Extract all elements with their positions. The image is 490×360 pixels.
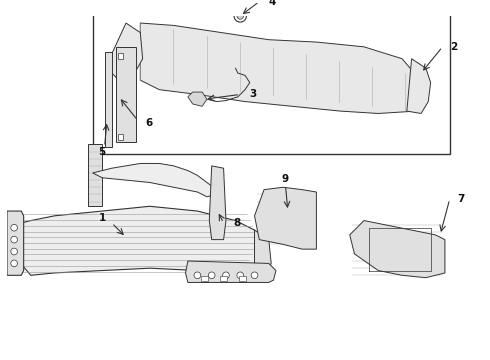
Polygon shape [254, 187, 317, 249]
Circle shape [234, 10, 246, 22]
Bar [93, 11, 450, 154]
Polygon shape [117, 47, 136, 142]
Text: 6: 6 [145, 118, 152, 128]
Text: 9: 9 [282, 174, 289, 184]
Bar [201, 276, 208, 282]
Polygon shape [186, 261, 276, 283]
Circle shape [11, 248, 18, 255]
Text: 3: 3 [250, 89, 257, 99]
Circle shape [237, 272, 244, 279]
Polygon shape [88, 144, 102, 206]
Circle shape [251, 272, 258, 279]
Polygon shape [9, 206, 264, 275]
Bar [118, 53, 122, 59]
Polygon shape [104, 51, 112, 147]
Text: 1: 1 [98, 213, 106, 223]
Polygon shape [254, 230, 271, 275]
Circle shape [11, 224, 18, 231]
Text: 2: 2 [450, 42, 457, 52]
Polygon shape [188, 92, 207, 106]
Polygon shape [140, 23, 421, 113]
Polygon shape [209, 166, 226, 240]
Bar [239, 276, 246, 282]
Polygon shape [407, 59, 431, 113]
Polygon shape [7, 211, 24, 275]
Polygon shape [350, 221, 445, 278]
Polygon shape [107, 23, 143, 80]
Circle shape [222, 272, 229, 279]
Text: 7: 7 [457, 194, 464, 204]
Circle shape [11, 260, 18, 267]
Circle shape [194, 272, 201, 279]
Circle shape [208, 272, 215, 279]
Bar [220, 276, 227, 282]
Bar [118, 134, 122, 140]
Circle shape [237, 13, 244, 19]
Text: 8: 8 [233, 218, 241, 228]
Polygon shape [93, 163, 217, 197]
Text: 5: 5 [98, 147, 106, 157]
Circle shape [11, 236, 18, 243]
Text: 4: 4 [269, 0, 276, 6]
